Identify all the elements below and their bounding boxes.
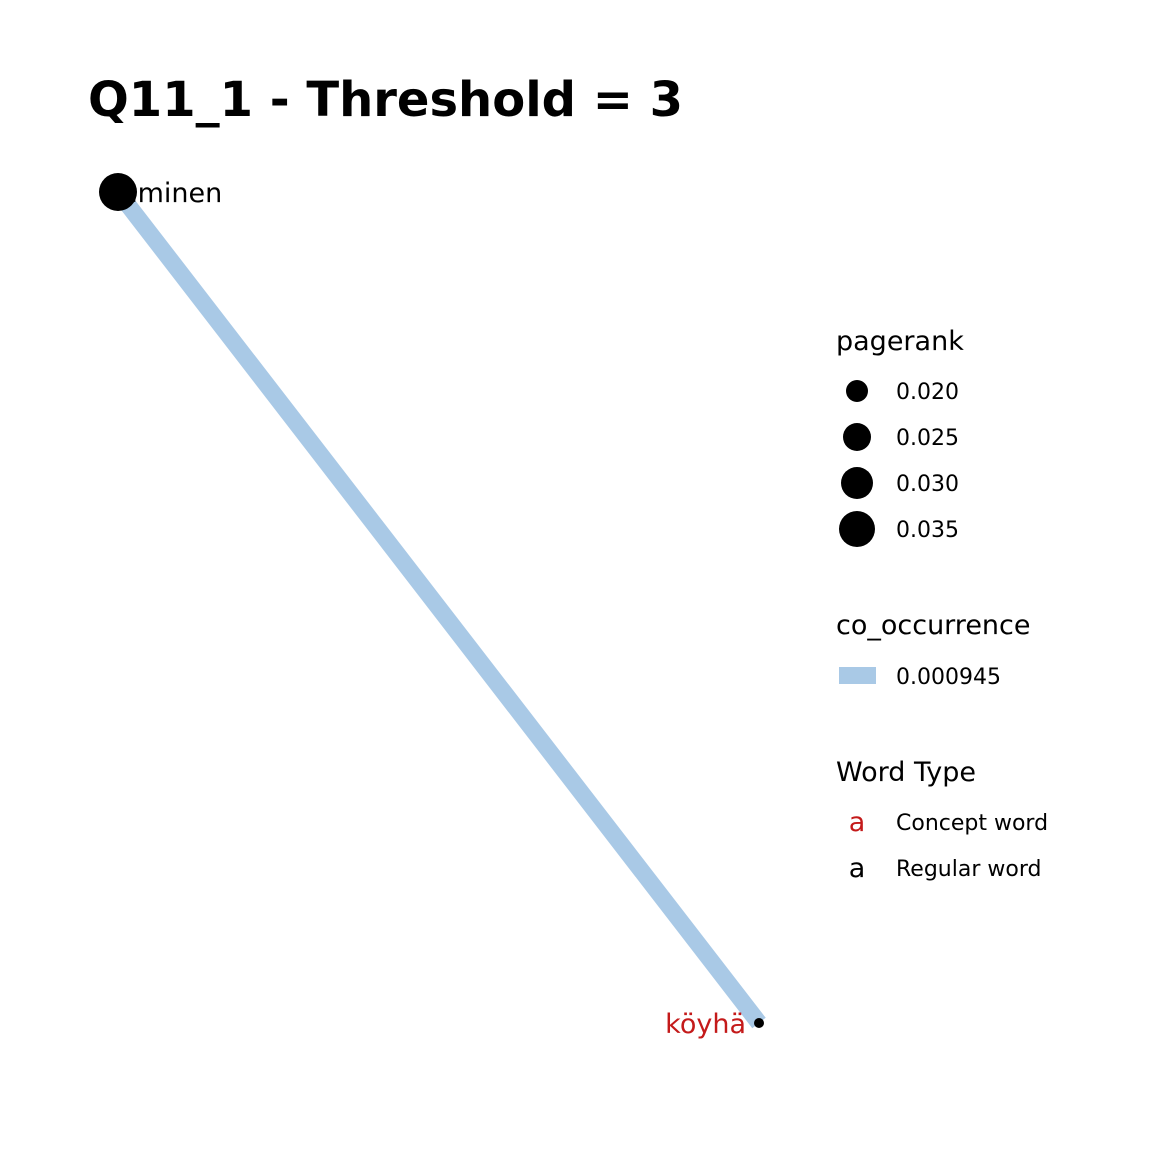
plot-title: Q11_1 - Threshold = 3 bbox=[88, 72, 683, 128]
legend-co-occurrence-label: 0.000945 bbox=[896, 665, 1001, 690]
legend-pagerank-label: 0.030 bbox=[896, 472, 959, 497]
node-koyha bbox=[754, 1018, 764, 1028]
legend-pagerank-key bbox=[846, 380, 868, 402]
legend-pagerank-label: 0.025 bbox=[896, 426, 959, 451]
node-label-ihminen: ihminen bbox=[113, 178, 222, 209]
legend-concept-word-label: Concept word bbox=[896, 811, 1048, 836]
legend-pagerank-key bbox=[841, 467, 873, 499]
legend-concept-word-key: a bbox=[849, 807, 866, 838]
legend-co-occurrence: co_occurrence 0.000945 bbox=[836, 610, 1031, 690]
legend-pagerank-label: 0.035 bbox=[896, 518, 959, 543]
legend-pagerank-label: 0.020 bbox=[896, 380, 959, 405]
legend-word-type: Word Type a Concept word a Regular word bbox=[836, 757, 1048, 884]
legend-co-occurrence-key bbox=[839, 667, 876, 684]
network-edge-ihminen-koyha bbox=[111, 186, 766, 1029]
legend-word-type-title: Word Type bbox=[836, 757, 976, 788]
node-ihminen bbox=[99, 173, 137, 211]
legend-co-occurrence-title: co_occurrence bbox=[836, 610, 1031, 641]
legend-regular-word-label: Regular word bbox=[896, 857, 1041, 882]
node-label-koyha: köyhä bbox=[665, 1009, 746, 1040]
legend-pagerank-title: pagerank bbox=[836, 326, 964, 357]
legend-regular-word-key: a bbox=[849, 853, 866, 884]
legend-pagerank-key bbox=[839, 511, 875, 547]
legend-pagerank: pagerank 0.020 0.025 0.030 0.035 bbox=[836, 326, 964, 547]
legend-pagerank-key bbox=[843, 423, 871, 451]
